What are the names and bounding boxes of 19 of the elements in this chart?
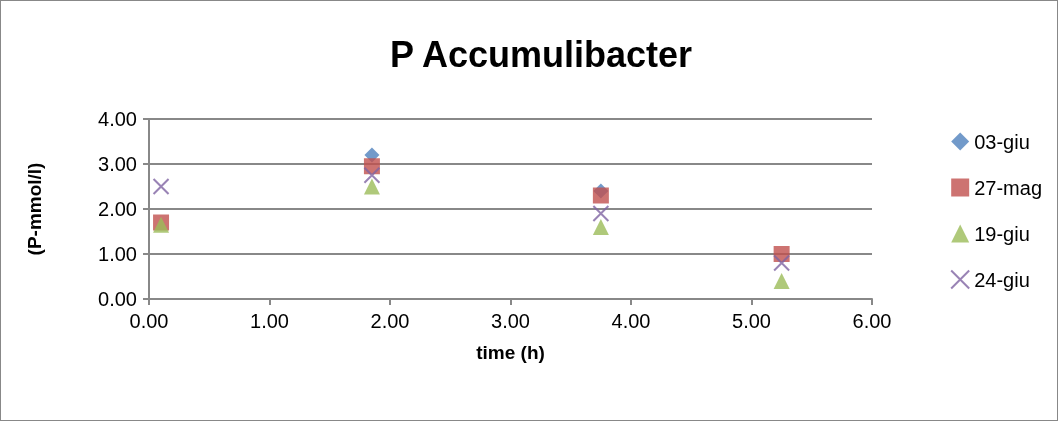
x-tick-label: 6.00 xyxy=(852,310,892,332)
legend-label: 03-giu xyxy=(974,130,1030,153)
x-tick-label: 0.00 xyxy=(129,310,169,332)
x-tick-label: 3.00 xyxy=(491,310,530,332)
x-tick-label: 4.00 xyxy=(611,310,651,332)
y-tick-label: 1.00 xyxy=(98,243,137,265)
x-axis-title: time (h) xyxy=(476,342,545,363)
x-tick-label: 5.00 xyxy=(732,310,771,332)
x-tick-label: 1.00 xyxy=(250,310,289,332)
legend-label: 19-giu xyxy=(974,222,1030,245)
y-tick-label: 3.00 xyxy=(98,153,137,175)
y-tick-label: 0.00 xyxy=(98,288,137,310)
legend-label: 24-giu xyxy=(974,268,1030,291)
legend-label: 27-mag xyxy=(974,176,1042,199)
y-tick-label: 2.00 xyxy=(98,198,137,220)
y-tick-label: 4.00 xyxy=(98,108,137,130)
y-axis-title: (P-mmol/l) xyxy=(24,162,45,256)
chart-title: P Accumulibacter xyxy=(389,33,693,75)
x-tick-label: 2.00 xyxy=(370,310,410,332)
